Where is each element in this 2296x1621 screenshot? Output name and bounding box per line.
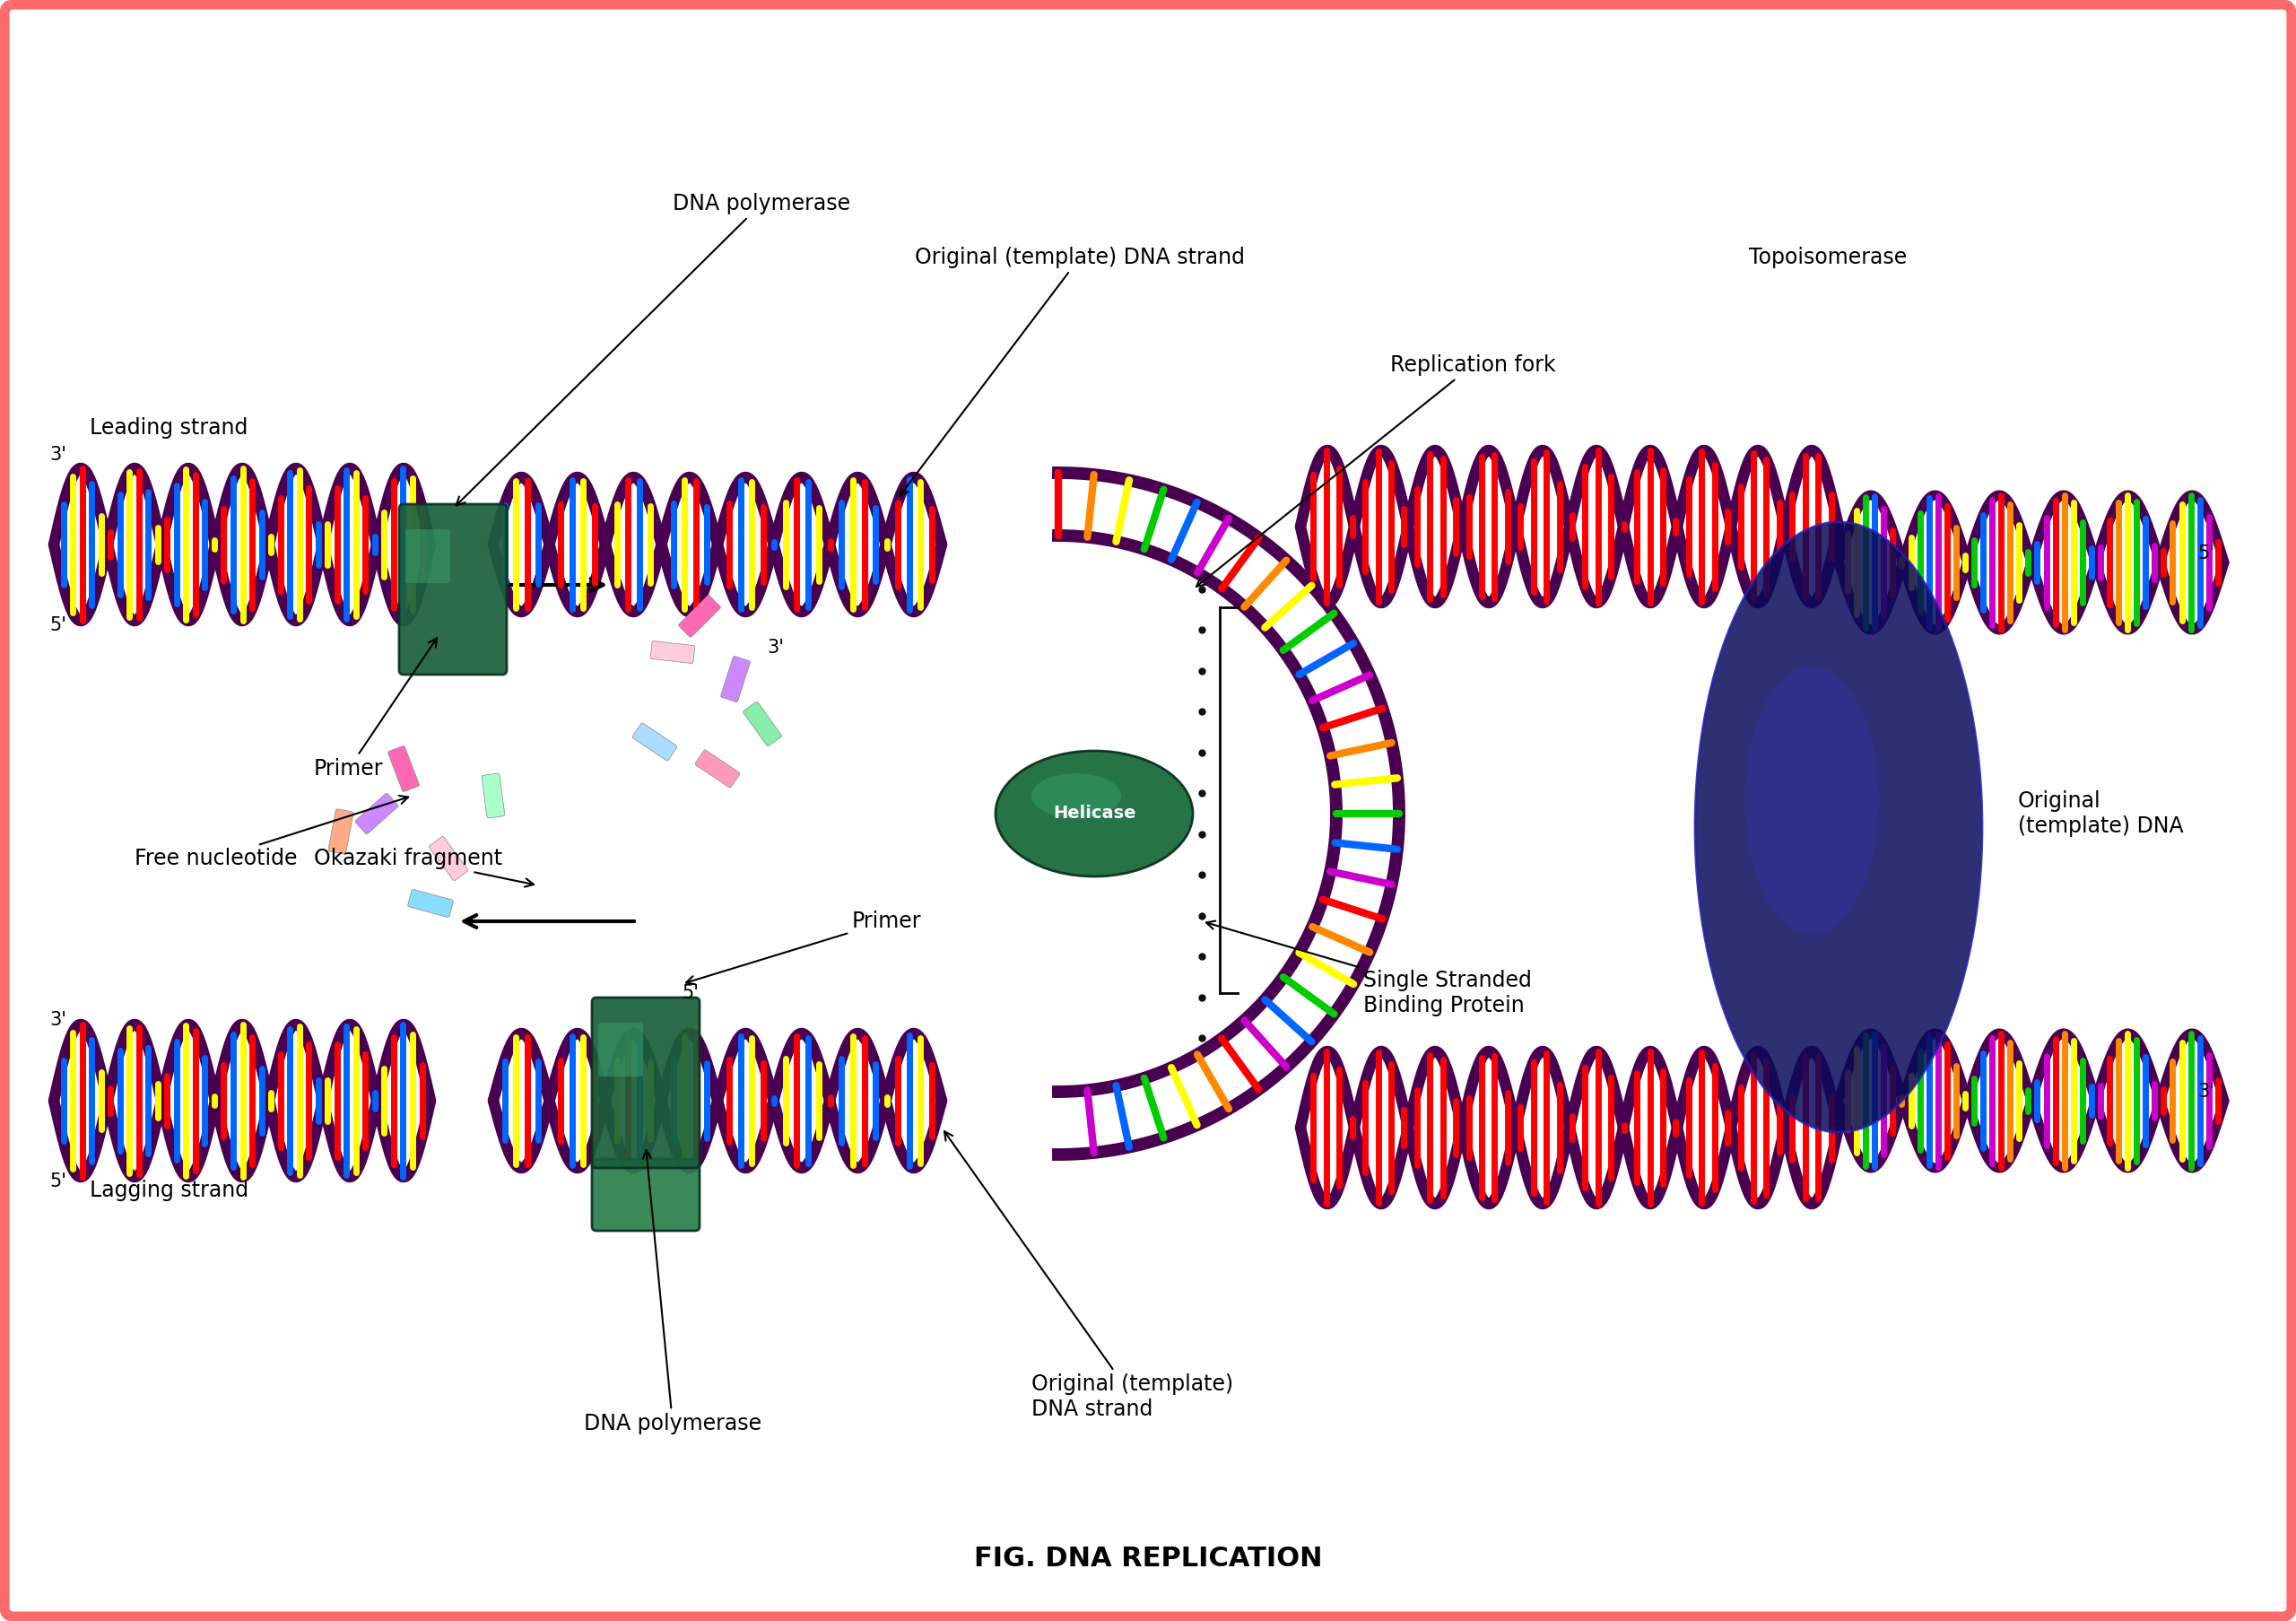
Text: Leading strand: Leading strand xyxy=(90,417,248,439)
FancyBboxPatch shape xyxy=(696,751,739,788)
FancyBboxPatch shape xyxy=(592,997,700,1169)
Text: 3': 3' xyxy=(767,639,783,657)
Text: Primer: Primer xyxy=(315,639,436,780)
Text: 5': 5' xyxy=(48,1172,67,1190)
FancyBboxPatch shape xyxy=(5,5,2291,1616)
Text: Topoisomerase: Topoisomerase xyxy=(1750,246,1908,267)
Ellipse shape xyxy=(996,751,1194,877)
FancyBboxPatch shape xyxy=(429,836,468,880)
FancyBboxPatch shape xyxy=(406,530,450,584)
FancyBboxPatch shape xyxy=(482,773,505,819)
FancyBboxPatch shape xyxy=(328,809,354,854)
FancyBboxPatch shape xyxy=(592,1159,700,1230)
FancyBboxPatch shape xyxy=(388,746,420,791)
Text: FIG. DNA REPLICATION: FIG. DNA REPLICATION xyxy=(974,1545,1322,1571)
FancyBboxPatch shape xyxy=(400,504,507,674)
Text: 3': 3' xyxy=(48,446,67,464)
Text: Single Stranded
Binding Protein: Single Stranded Binding Protein xyxy=(1205,921,1531,1016)
Text: DNA polymerase: DNA polymerase xyxy=(457,193,850,506)
Text: 3': 3' xyxy=(48,1012,67,1029)
FancyBboxPatch shape xyxy=(409,890,452,917)
Text: Helicase: Helicase xyxy=(1052,806,1137,822)
Ellipse shape xyxy=(1694,522,1981,1131)
Text: Free nucleotide: Free nucleotide xyxy=(135,796,409,869)
Text: Lagging strand: Lagging strand xyxy=(90,1180,248,1201)
Ellipse shape xyxy=(1031,773,1120,819)
Text: 5': 5' xyxy=(2197,545,2213,562)
FancyBboxPatch shape xyxy=(721,657,751,702)
FancyBboxPatch shape xyxy=(356,793,397,835)
Text: Original
(template) DNA: Original (template) DNA xyxy=(2018,791,2183,836)
FancyBboxPatch shape xyxy=(680,595,721,637)
FancyBboxPatch shape xyxy=(631,723,677,760)
Text: Original (template) DNA strand: Original (template) DNA strand xyxy=(900,246,1244,496)
Text: 3': 3' xyxy=(2197,1083,2213,1101)
Ellipse shape xyxy=(1745,666,1878,935)
Text: Primer: Primer xyxy=(687,911,921,984)
Text: Original (template)
DNA strand: Original (template) DNA strand xyxy=(944,1131,1233,1420)
Text: 5': 5' xyxy=(48,616,67,634)
Text: 5': 5' xyxy=(682,984,698,1002)
Text: Replication fork: Replication fork xyxy=(1196,355,1557,587)
FancyBboxPatch shape xyxy=(650,640,696,663)
Text: DNA polymerase: DNA polymerase xyxy=(583,1151,762,1435)
FancyBboxPatch shape xyxy=(599,1023,643,1076)
Text: Okazaki fragment: Okazaki fragment xyxy=(315,848,533,887)
FancyBboxPatch shape xyxy=(744,702,781,746)
